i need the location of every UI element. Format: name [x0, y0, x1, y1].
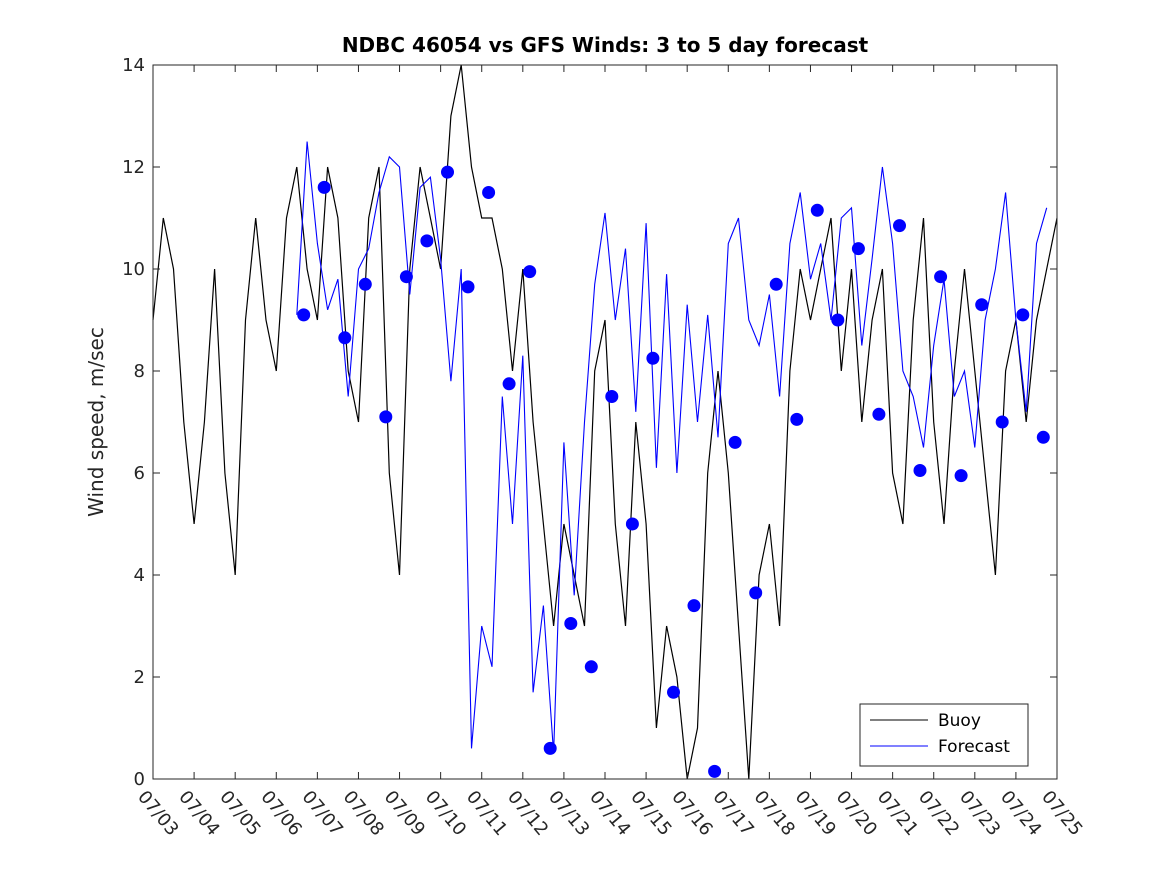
forecast-marker: [893, 219, 906, 233]
forecast-marker: [687, 599, 701, 613]
forecast-marker: [995, 415, 1009, 429]
forecast-marker: [297, 308, 311, 322]
forecast-marker: [708, 764, 722, 778]
buoy-line: [152, 64, 1058, 780]
forecast-marker: [338, 331, 352, 345]
forecast-marker: [934, 270, 948, 284]
y-tick-label: 12: [122, 157, 145, 178]
forecast-marker: [769, 277, 783, 291]
legend: Buoy Forecast: [859, 703, 1029, 767]
forecast-marker: [523, 265, 537, 279]
forecast-marker: [625, 517, 639, 531]
forecast-marker: [605, 390, 619, 403]
y-tick-label: 4: [134, 565, 145, 586]
forecast-marker: [317, 180, 331, 194]
forecast-marker: [975, 298, 989, 312]
forecast-line: [296, 141, 1048, 754]
forecast-marker: [584, 660, 598, 674]
forecast-marker: [358, 277, 372, 291]
forecast-marker: [379, 410, 393, 424]
y-axis: 0 2 4 6 8 10 12 14: [122, 55, 1057, 790]
chart-title: NDBC 46054 vs GFS Winds: 3 to 5 day fore…: [342, 33, 869, 57]
forecast-marker: [564, 617, 578, 630]
forecast-marker: [831, 313, 845, 327]
forecast-marker: [954, 469, 968, 483]
forecast-marker: [728, 435, 742, 449]
forecast-marker: [851, 242, 865, 256]
forecast-marker: [667, 685, 680, 699]
y-tick-label: 10: [122, 259, 145, 280]
y-tick-label: 6: [134, 463, 145, 484]
forecast-marker: [502, 377, 516, 391]
forecast-marker: [543, 741, 557, 755]
forecast-marker: [1036, 430, 1050, 444]
legend-forecast-label: Forecast: [938, 737, 1010, 757]
y-tick-label: 8: [134, 361, 145, 382]
forecast-marker: [482, 186, 496, 199]
y-axis-label: Wind speed, m/sec: [84, 327, 108, 517]
forecast-marker: [646, 351, 660, 365]
axes-background: [153, 65, 1057, 779]
forecast-marker: [810, 203, 824, 217]
forecast-marker: [872, 407, 886, 421]
y-tick-label: 0: [134, 769, 145, 790]
forecast-marker: [790, 412, 804, 426]
forecast-marker: [399, 270, 413, 284]
forecast-marker: [1016, 308, 1030, 322]
forecast-marker: [913, 464, 927, 477]
y-tick-label: 2: [134, 667, 145, 688]
forecast-marker: [749, 586, 763, 600]
forecast-marker: [420, 234, 434, 248]
legend-buoy-label: Buoy: [938, 711, 981, 731]
forecast-marker: [461, 280, 475, 294]
forecast-markers: [297, 165, 1050, 778]
legend-box: [859, 703, 1029, 767]
plot-area: [152, 64, 1058, 780]
forecast-marker: [441, 165, 454, 179]
forecast-series: [296, 141, 1048, 754]
buoy-series: [152, 64, 1058, 780]
y-tick-label: 14: [122, 55, 145, 76]
